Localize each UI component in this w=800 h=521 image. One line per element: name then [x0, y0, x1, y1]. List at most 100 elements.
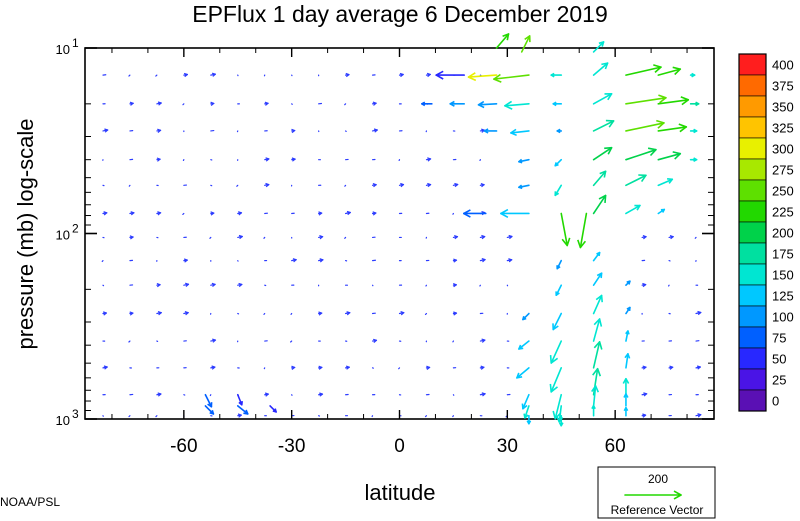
vector-shaft [625, 204, 641, 215]
vector-arrow [101, 260, 104, 263]
colorbar-label: 50 [772, 352, 786, 367]
y-tick-label: 10 [56, 228, 70, 243]
vector-shaft [592, 120, 615, 132]
colorbar-swatch [738, 179, 767, 202]
vector-arrow [344, 103, 347, 106]
vector-arrow [128, 74, 131, 77]
vector-shaft [155, 74, 158, 77]
vector-shaft [592, 272, 603, 287]
vector-shaft [236, 405, 249, 415]
vector-arrow [425, 72, 431, 78]
vector-head [555, 291, 560, 297]
vector-arrow [371, 338, 378, 343]
vector-head [211, 365, 216, 370]
colorbar-label: 125 [772, 289, 794, 304]
plot-area [84, 33, 715, 427]
vector-shaft [592, 194, 607, 215]
vector-arrow [102, 211, 108, 216]
x-ticks [111, 48, 688, 419]
vector-arrow [592, 146, 613, 161]
vector-arrow [554, 184, 563, 197]
vector-head [672, 66, 682, 76]
vector-shaft [592, 170, 607, 187]
vector-head [481, 338, 486, 343]
vector-arrow [129, 311, 134, 316]
vector-arrow [291, 258, 297, 263]
vector-shaft [424, 415, 428, 418]
vector-shaft [550, 340, 563, 364]
vector-arrow [156, 392, 162, 397]
vector-head [265, 157, 270, 162]
vector-head [319, 258, 324, 263]
vector-arrow [269, 405, 277, 413]
colorbar-swatch [738, 284, 767, 307]
vector-head [129, 311, 134, 316]
colorbar-swatch [738, 74, 767, 97]
colorbar-swatch [738, 158, 767, 181]
reference-label: Reference Vector [611, 503, 704, 517]
vector-arrow [318, 235, 324, 240]
vector-head [372, 211, 377, 216]
colorbar-label: 75 [772, 331, 786, 346]
vector-arrow [264, 101, 269, 106]
vector-arrow [156, 128, 162, 133]
vector-head [454, 182, 459, 188]
vector-arrow [641, 413, 647, 418]
vector-head [318, 311, 323, 316]
vector-arrow [398, 72, 404, 78]
vector-arrow [504, 100, 530, 110]
colorbar-swatch [738, 137, 767, 160]
vector-head [626, 306, 631, 311]
vector-arrow [558, 414, 564, 427]
vector-arrow [420, 101, 433, 107]
vector-head [599, 170, 607, 178]
vector-shaft [694, 236, 697, 239]
vector-arrow [204, 393, 213, 408]
vector-head [477, 100, 485, 109]
plot-frame [84, 47, 715, 420]
vector-arrow [129, 101, 134, 106]
vector-arrow [523, 405, 530, 419]
vector-arrow [641, 235, 647, 240]
vector-head [656, 119, 665, 129]
vector-head [264, 101, 269, 106]
vector-arrow [577, 212, 588, 249]
vector-head [669, 235, 674, 240]
colorbar-swatch [738, 242, 767, 265]
colorbar-label: 400 [772, 58, 794, 73]
vector-shaft [625, 148, 657, 161]
vector-arrow [318, 211, 323, 216]
vector-shaft [516, 367, 530, 379]
x-tick-label: -60 [170, 436, 197, 457]
colorbar: 4003753503253002752502252001751501251007… [738, 53, 794, 412]
vector-arrow [344, 210, 351, 216]
vector-arrow [156, 157, 161, 162]
vector-head [598, 41, 605, 47]
vector-arrow [518, 184, 530, 190]
vector-head [462, 209, 471, 218]
y-tick-label-exponent: 1 [72, 36, 79, 50]
reference-vector-arrow [624, 490, 682, 500]
vector-arrow [552, 312, 563, 331]
vector-head [210, 101, 215, 106]
vector-head [604, 146, 613, 155]
vector-arrow [425, 365, 431, 370]
vector-arrow [592, 341, 603, 369]
vector-head [243, 409, 249, 415]
vector-head [453, 258, 458, 263]
vector-shaft [263, 236, 266, 239]
vector-shaft [424, 312, 428, 316]
vector-arrow [452, 235, 459, 240]
vector-head [693, 157, 698, 163]
vector-arrow [264, 392, 269, 397]
vector-head [550, 72, 555, 78]
vector-head [624, 353, 631, 359]
vector-arrow [625, 94, 667, 105]
vector-head [129, 235, 134, 240]
vector-head [596, 272, 603, 279]
vector-arrow [210, 365, 216, 370]
vector-head [372, 183, 377, 188]
x-tick-label: 30 [497, 436, 518, 457]
vector-head [642, 235, 647, 240]
